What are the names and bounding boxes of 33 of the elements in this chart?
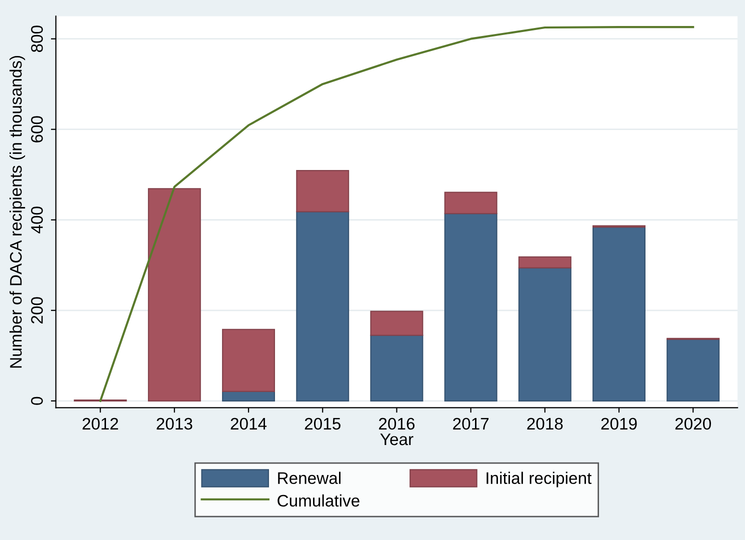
bar bbox=[444, 212, 498, 402]
x-tick-label: 2016 bbox=[379, 418, 415, 430]
bar bbox=[444, 192, 498, 214]
y-tick-label: 600 bbox=[31, 116, 43, 142]
y-axis-title: Number of DACA recipients (in thousands) bbox=[10, 56, 26, 368]
line-series bbox=[99, 26, 694, 402]
legend-label: Renewal bbox=[278, 472, 341, 484]
x-tick-label: 2017 bbox=[453, 418, 489, 430]
bar bbox=[370, 334, 424, 402]
bar bbox=[222, 328, 276, 392]
bar bbox=[370, 310, 424, 336]
bar bbox=[592, 226, 646, 402]
bar bbox=[518, 267, 572, 402]
bar bbox=[666, 338, 720, 402]
legend-label: Cumulative bbox=[278, 494, 360, 507]
y-tick-label: 200 bbox=[31, 297, 43, 324]
bar bbox=[296, 170, 350, 212]
x-tick-label: 2014 bbox=[230, 418, 267, 430]
x-tick-label: 2012 bbox=[82, 418, 118, 430]
y-tick-label: 0 bbox=[31, 396, 43, 405]
bar bbox=[296, 211, 350, 402]
bar bbox=[222, 390, 276, 402]
legend-label: Initial recipient bbox=[486, 472, 592, 488]
y-tick-label: 800 bbox=[31, 26, 43, 52]
bar bbox=[148, 188, 201, 402]
x-tick-label: 2013 bbox=[156, 418, 192, 430]
x-tick-label: 2020 bbox=[675, 418, 711, 430]
x-axis-title: Year bbox=[380, 434, 414, 446]
x-tick-label: 2019 bbox=[601, 418, 637, 430]
x-tick-label: 2018 bbox=[527, 418, 563, 430]
y-tick-label: 400 bbox=[31, 206, 43, 234]
x-tick-label: 2015 bbox=[304, 418, 340, 430]
bar bbox=[518, 256, 572, 268]
